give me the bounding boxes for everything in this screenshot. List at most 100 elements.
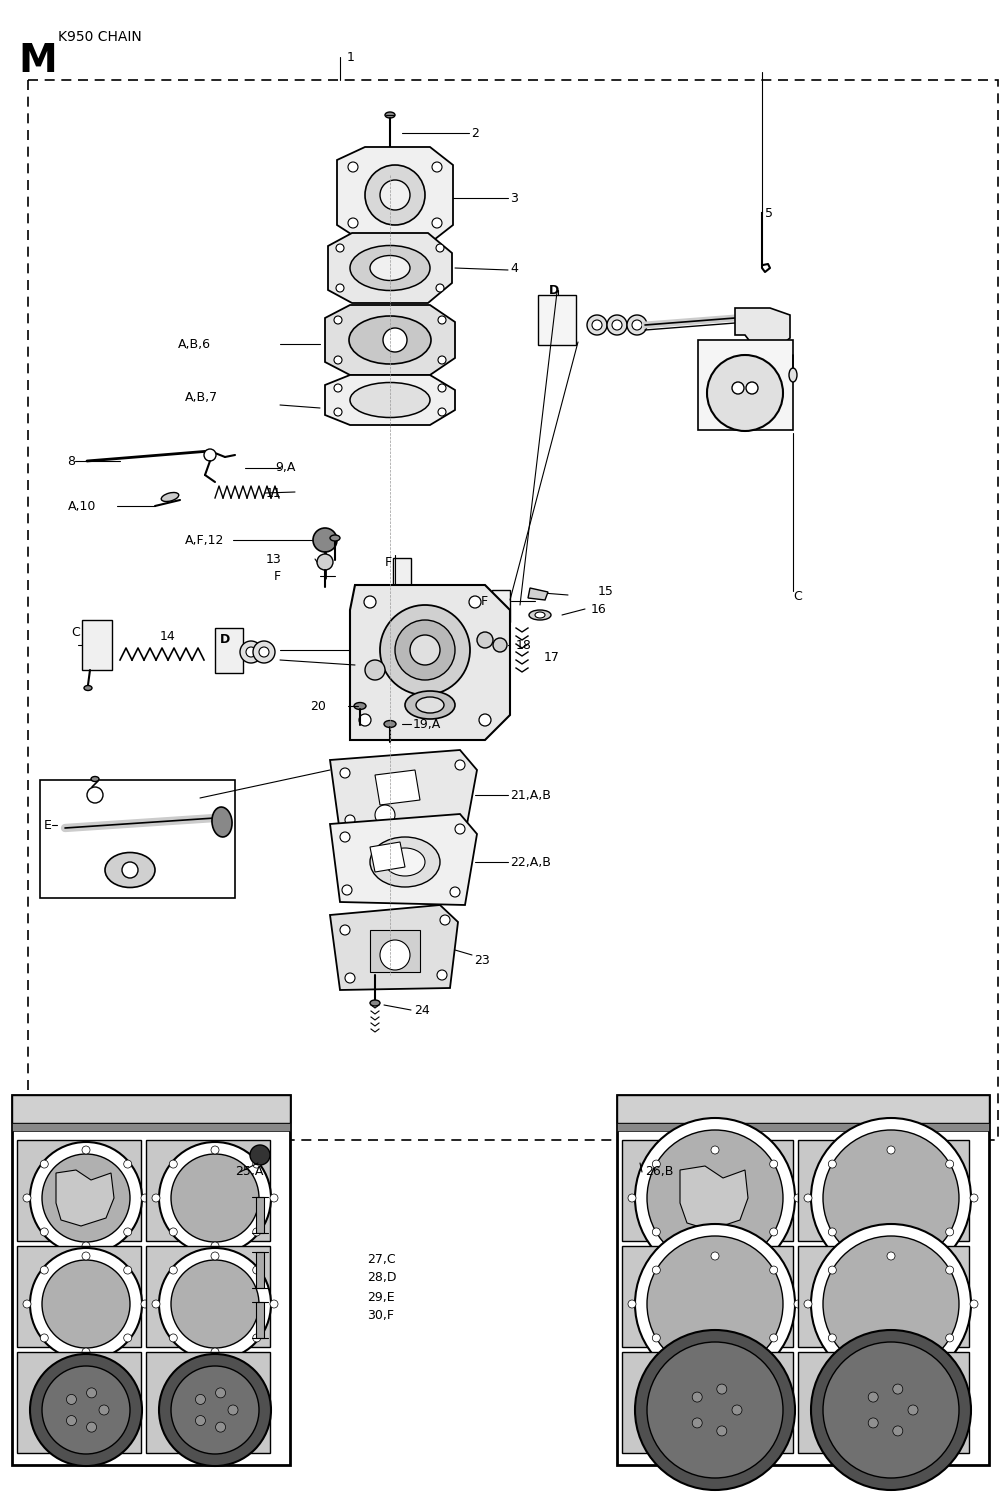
Circle shape	[348, 218, 358, 227]
Circle shape	[635, 1224, 795, 1384]
Ellipse shape	[350, 383, 430, 417]
Bar	[798, 1140, 969, 1242]
Circle shape	[469, 595, 481, 607]
Polygon shape	[330, 749, 477, 835]
Circle shape	[159, 1141, 271, 1254]
Circle shape	[152, 1194, 160, 1201]
Circle shape	[438, 356, 446, 364]
Circle shape	[493, 637, 507, 652]
Circle shape	[647, 1236, 783, 1372]
Polygon shape	[325, 305, 455, 375]
Polygon shape	[330, 814, 477, 905]
Bar	[215, 628, 243, 673]
Bar	[256, 1197, 264, 1233]
Circle shape	[410, 634, 440, 666]
Circle shape	[770, 1159, 778, 1168]
Text: 8: 8	[67, 455, 75, 468]
Circle shape	[141, 1300, 149, 1308]
Circle shape	[732, 381, 744, 393]
Circle shape	[432, 218, 442, 227]
Circle shape	[804, 1194, 812, 1201]
Circle shape	[375, 805, 395, 824]
Circle shape	[253, 1266, 261, 1275]
Circle shape	[380, 180, 410, 209]
Text: 19,A: 19,A	[413, 718, 441, 730]
Circle shape	[23, 1300, 31, 1308]
Circle shape	[395, 619, 455, 681]
Bar	[622, 1246, 793, 1346]
Circle shape	[804, 1300, 812, 1308]
Circle shape	[440, 916, 450, 925]
Circle shape	[887, 1146, 895, 1153]
Text: A,10: A,10	[68, 500, 96, 513]
Bar	[798, 1352, 969, 1453]
Circle shape	[152, 1300, 160, 1308]
Circle shape	[717, 1426, 727, 1436]
Circle shape	[345, 815, 355, 824]
Circle shape	[342, 886, 352, 895]
Ellipse shape	[385, 112, 395, 118]
Text: 17: 17	[544, 651, 560, 664]
Ellipse shape	[789, 368, 797, 381]
Circle shape	[365, 660, 385, 681]
Circle shape	[380, 939, 410, 969]
Bar	[538, 295, 576, 346]
Circle shape	[334, 384, 342, 392]
Text: A,B,6: A,B,6	[178, 338, 211, 350]
Circle shape	[211, 1242, 219, 1251]
Text: C: C	[71, 625, 80, 639]
Circle shape	[868, 1418, 878, 1427]
Text: F: F	[274, 570, 281, 582]
Circle shape	[82, 1242, 90, 1251]
Circle shape	[87, 1423, 97, 1432]
Text: A,F,12: A,F,12	[185, 534, 224, 546]
Text: 1: 1	[347, 51, 355, 63]
Circle shape	[334, 356, 342, 364]
Text: 4: 4	[510, 262, 518, 274]
Circle shape	[42, 1260, 130, 1348]
Bar	[256, 1252, 264, 1288]
Circle shape	[823, 1342, 959, 1478]
Bar	[617, 1095, 989, 1123]
Polygon shape	[528, 588, 548, 600]
Circle shape	[365, 165, 425, 224]
Circle shape	[946, 1159, 954, 1168]
Text: 3: 3	[510, 191, 518, 205]
Bar	[146, 1246, 270, 1346]
Circle shape	[270, 1300, 278, 1308]
Ellipse shape	[105, 853, 155, 887]
Circle shape	[340, 925, 350, 935]
Circle shape	[811, 1118, 971, 1278]
Circle shape	[438, 316, 446, 325]
Text: 18: 18	[516, 639, 532, 651]
Ellipse shape	[161, 492, 179, 501]
Circle shape	[364, 595, 376, 607]
Circle shape	[87, 1388, 97, 1397]
Circle shape	[204, 449, 216, 461]
Circle shape	[250, 1144, 270, 1165]
Circle shape	[30, 1248, 142, 1360]
Bar	[82, 619, 112, 670]
Text: F: F	[385, 555, 392, 568]
Circle shape	[348, 162, 358, 172]
Circle shape	[313, 528, 337, 552]
Circle shape	[628, 1300, 636, 1308]
Circle shape	[171, 1366, 259, 1454]
Circle shape	[828, 1334, 836, 1342]
Ellipse shape	[84, 685, 92, 691]
Circle shape	[746, 381, 758, 393]
Bar	[622, 1352, 793, 1453]
Circle shape	[169, 1159, 177, 1168]
Text: 23: 23	[474, 953, 490, 966]
Circle shape	[270, 1194, 278, 1201]
Circle shape	[359, 714, 371, 726]
Circle shape	[450, 818, 460, 827]
Circle shape	[711, 1242, 719, 1251]
Text: 28,D: 28,D	[367, 1272, 396, 1285]
Circle shape	[477, 631, 493, 648]
Circle shape	[169, 1228, 177, 1236]
Bar	[28, 79, 998, 1140]
Circle shape	[124, 1228, 132, 1236]
Circle shape	[692, 1393, 702, 1402]
Circle shape	[887, 1242, 895, 1251]
